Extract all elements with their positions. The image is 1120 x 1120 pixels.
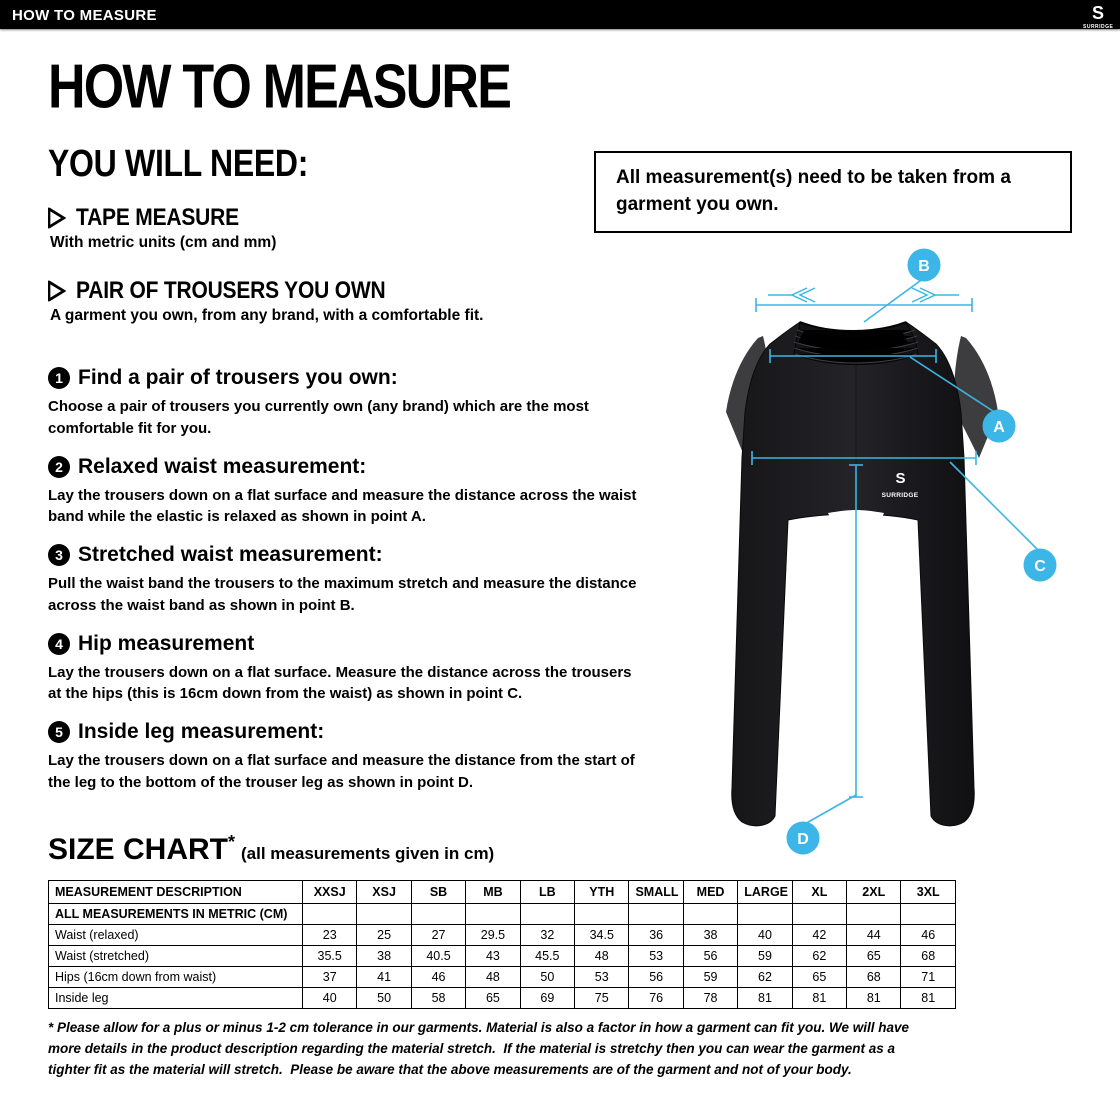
svg-text:SURRIDGE: SURRIDGE <box>882 492 919 499</box>
svg-text:C: C <box>1034 558 1046 575</box>
svg-text:A: A <box>993 419 1005 436</box>
svg-text:S: S <box>1092 3 1104 22</box>
svg-text:B: B <box>918 258 930 275</box>
svg-text:S: S <box>895 470 905 487</box>
svg-text:D: D <box>797 831 809 848</box>
